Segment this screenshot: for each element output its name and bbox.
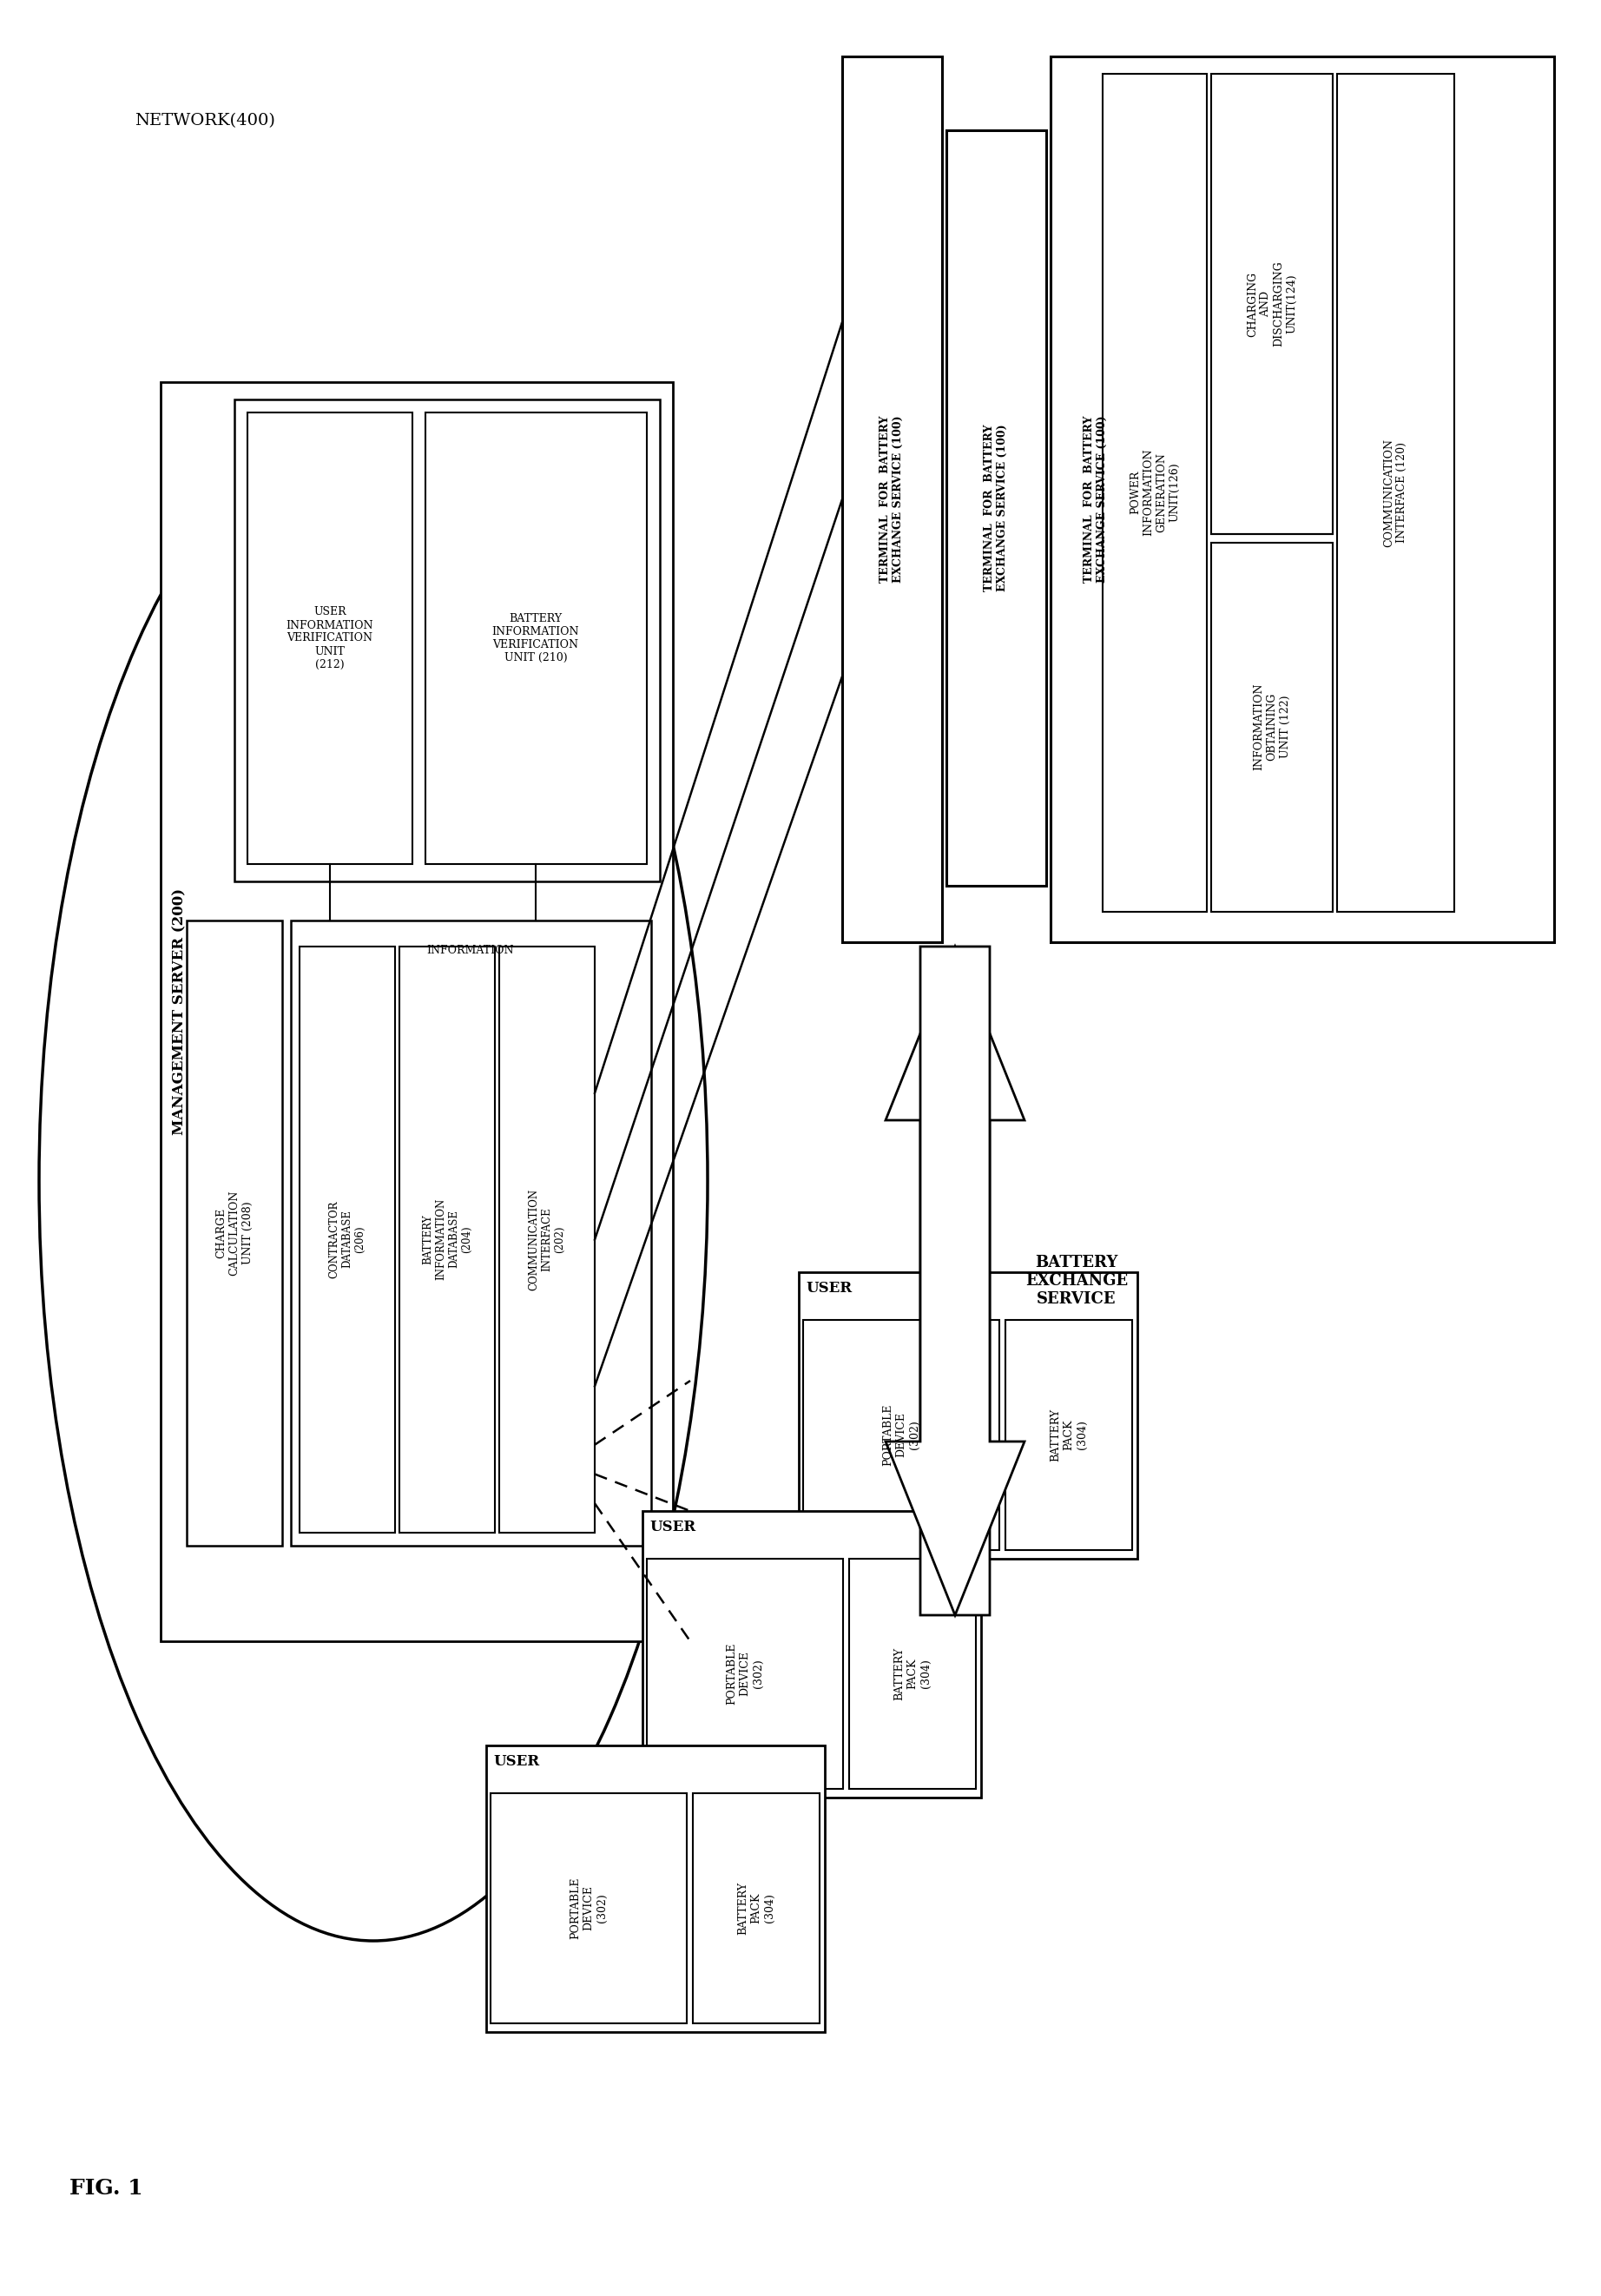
Bar (1212, 542, 1332, 912)
Text: PORTABLE
DEVICE
(302): PORTABLE DEVICE (302) (882, 1403, 921, 1465)
Bar (490, 1793, 687, 2023)
Text: BATTERY
PACK
(304): BATTERY PACK (304) (893, 1646, 932, 1699)
Bar (1212, 73, 1332, 535)
Text: CHARGING
AND
DISCHARGING
UNIT(124): CHARGING AND DISCHARGING UNIT(124) (1247, 262, 1297, 347)
Text: CONTRACTOR
DATABASE
(206): CONTRACTOR DATABASE (206) (328, 1201, 367, 1279)
Text: USER
INFORMATION
VERIFICATION
UNIT
(212): USER INFORMATION VERIFICATION UNIT (212) (287, 606, 373, 670)
Text: POWER
INFORMATION
GENERATION
UNIT(126): POWER INFORMATION GENERATION UNIT(126) (1130, 448, 1180, 535)
Bar (487, 1745, 825, 2032)
Bar (1337, 73, 1454, 912)
Bar (1050, 57, 1555, 941)
Text: USER: USER (650, 1520, 695, 1534)
Bar (299, 946, 395, 1534)
Text: PORTABLE
DEVICE
(302): PORTABLE DEVICE (302) (727, 1642, 764, 1704)
Text: TERMINAL  FOR  BATTERY
EXCHANGE SERVICE (100): TERMINAL FOR BATTERY EXCHANGE SERVICE (1… (1084, 416, 1108, 583)
Text: BATTERY
INFORMATION
VERIFICATION
UNIT (210): BATTERY INFORMATION VERIFICATION UNIT (2… (492, 613, 580, 664)
Bar (849, 1559, 977, 1789)
Polygon shape (885, 946, 1025, 1614)
Text: COMMUNICATION
INTERFACE
(202): COMMUNICATION INTERFACE (202) (528, 1189, 565, 1290)
Bar (248, 413, 413, 863)
Bar (693, 1793, 820, 2023)
Text: BATTERY
EXCHANGE
SERVICE: BATTERY EXCHANGE SERVICE (1025, 1256, 1127, 1306)
Text: TERMINAL  FOR  BATTERY
EXCHANGE SERVICE (100): TERMINAL FOR BATTERY EXCHANGE SERVICE (1… (879, 416, 905, 583)
Polygon shape (885, 946, 1025, 1614)
Text: INFORMATION: INFORMATION (427, 944, 514, 955)
Bar (842, 57, 941, 941)
Text: TERMINAL  FOR  BATTERY
EXCHANGE SERVICE (100): TERMINAL FOR BATTERY EXCHANGE SERVICE (1… (983, 425, 1009, 592)
Bar (1005, 1320, 1132, 1550)
Bar (160, 381, 672, 1642)
Text: CHARGE
CALCULATION
UNIT (208): CHARGE CALCULATION UNIT (208) (216, 1189, 253, 1277)
Bar (426, 413, 647, 863)
Bar (291, 921, 652, 1545)
Text: BATTERY
INFORMATION
DATABASE
(204): BATTERY INFORMATION DATABASE (204) (423, 1199, 472, 1281)
Ellipse shape (38, 420, 708, 1940)
Text: MANAGEMENT SERVER (200): MANAGEMENT SERVER (200) (173, 889, 187, 1134)
Text: NETWORK(400): NETWORK(400) (134, 113, 275, 129)
Bar (234, 400, 660, 882)
Bar (799, 1272, 1137, 1559)
Bar (1103, 73, 1207, 912)
Bar (500, 946, 594, 1534)
Text: PORTABLE
DEVICE
(302): PORTABLE DEVICE (302) (570, 1876, 607, 1938)
Bar (187, 921, 282, 1545)
Text: BATTERY
PACK
(304): BATTERY PACK (304) (738, 1880, 775, 1933)
Bar (647, 1559, 844, 1789)
Text: USER: USER (805, 1281, 852, 1295)
Text: USER: USER (493, 1754, 540, 1768)
Text: FIG. 1: FIG. 1 (69, 2179, 142, 2200)
Bar (399, 946, 495, 1534)
Bar (804, 1320, 999, 1550)
Text: COMMUNICATION
INTERFACE (120): COMMUNICATION INTERFACE (120) (1383, 439, 1407, 546)
Bar (642, 1511, 981, 1798)
Text: BATTERY
PACK
(304): BATTERY PACK (304) (1050, 1407, 1087, 1460)
Bar (946, 131, 1045, 886)
Text: INFORMATION
OBTAINING
UNIT (122): INFORMATION OBTAINING UNIT (122) (1254, 684, 1290, 771)
